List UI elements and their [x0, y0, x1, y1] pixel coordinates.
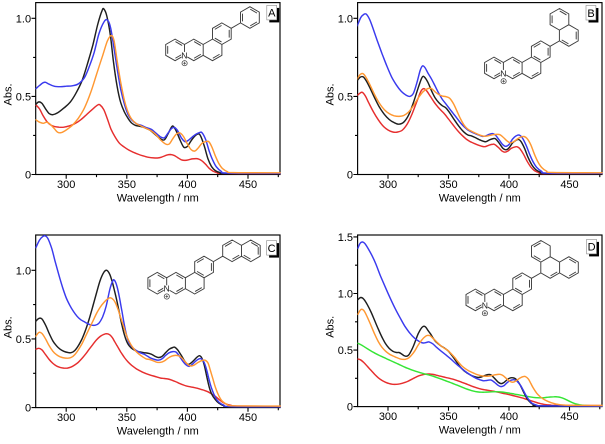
svg-text:350: 350 [118, 412, 136, 424]
svg-text:Wavelength / nm: Wavelength / nm [439, 192, 521, 204]
svg-text:400: 400 [500, 179, 518, 191]
svg-text:400: 400 [178, 412, 196, 424]
svg-text:Abs.: Abs. [3, 83, 15, 105]
svg-text:300: 300 [57, 179, 75, 191]
svg-text:N: N [500, 68, 506, 78]
svg-text:0: 0 [347, 170, 353, 182]
svg-text:N: N [163, 284, 169, 294]
svg-text:Abs.: Abs. [324, 83, 336, 105]
svg-text:450: 450 [560, 411, 578, 423]
svg-text:N: N [482, 300, 488, 310]
svg-text:1.0: 1.0 [338, 13, 353, 25]
svg-text:Wavelength / nm: Wavelength / nm [117, 426, 199, 438]
svg-text:N: N [181, 50, 187, 60]
svg-text:A: A [268, 8, 276, 20]
svg-text:450: 450 [560, 179, 578, 191]
svg-text:Abs.: Abs. [3, 316, 15, 338]
svg-text:350: 350 [439, 411, 457, 423]
svg-text:Wavelength / nm: Wavelength / nm [439, 425, 521, 437]
svg-text:C: C [268, 243, 276, 255]
svg-text:350: 350 [439, 179, 457, 191]
svg-text:B: B [587, 8, 594, 20]
svg-text:400: 400 [500, 411, 518, 423]
svg-text:450: 450 [239, 412, 257, 424]
svg-text:300: 300 [57, 412, 75, 424]
svg-text:0.5: 0.5 [338, 91, 353, 103]
svg-text:1.0: 1.0 [16, 13, 31, 25]
svg-text:0: 0 [25, 403, 31, 415]
svg-text:0: 0 [347, 402, 353, 414]
svg-text:Abs.: Abs. [324, 316, 336, 338]
svg-text:400: 400 [178, 179, 196, 191]
svg-text:1.0: 1.0 [16, 265, 31, 277]
svg-text:0.5: 0.5 [16, 334, 31, 346]
svg-text:Wavelength / nm: Wavelength / nm [117, 192, 199, 204]
svg-text:450: 450 [239, 179, 257, 191]
svg-text:1.0: 1.0 [338, 289, 353, 301]
svg-text:0.5: 0.5 [338, 345, 353, 357]
svg-text:1.5: 1.5 [338, 232, 353, 244]
svg-text:350: 350 [118, 179, 136, 191]
svg-text:0: 0 [25, 170, 31, 182]
svg-text:300: 300 [379, 411, 397, 423]
svg-text:0.5: 0.5 [16, 91, 31, 103]
svg-text:D: D [588, 242, 596, 254]
svg-text:300: 300 [379, 179, 397, 191]
